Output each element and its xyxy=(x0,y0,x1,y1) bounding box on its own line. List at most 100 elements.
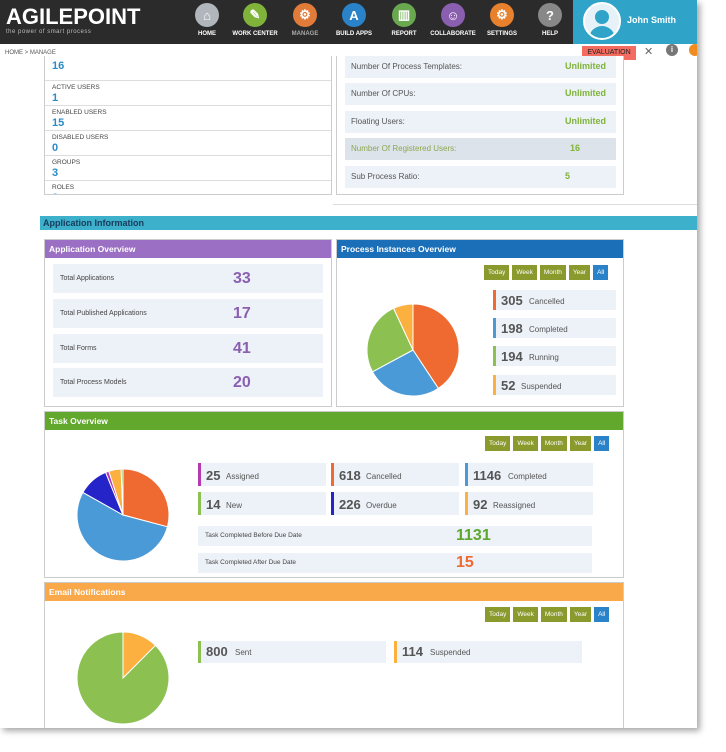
avatar[interactable] xyxy=(583,2,621,40)
legend-item[interactable]: 114 Suspended xyxy=(394,641,582,663)
stat-row-groups[interactable]: GROUPS 3 xyxy=(45,156,331,181)
legend-item[interactable]: 618 Cancelled xyxy=(331,463,459,486)
stat-label: DISABLED USERS xyxy=(52,134,109,141)
nav-label: BUILD APPS xyxy=(335,31,373,37)
email-notifications-panel: Email Notifications Today Week Month Yea… xyxy=(44,582,624,728)
filter-all-button[interactable]: All xyxy=(593,265,609,280)
legend-color-bar xyxy=(493,346,496,366)
overview-value: 17 xyxy=(233,305,251,322)
legend-label: Assigned xyxy=(226,472,259,481)
process-instances-panel: Process Instances Overview Today Week Mo… xyxy=(336,239,624,407)
legend-item[interactable]: 198 Completed xyxy=(493,318,616,338)
filter-week-button[interactable]: Week xyxy=(512,265,537,280)
legend-item[interactable]: 14 New xyxy=(198,492,326,515)
pie-slice-running[interactable] xyxy=(366,307,414,373)
license-row: Number Of CPUs: Unlimited xyxy=(345,83,616,105)
license-row: Floating Users: Unlimited xyxy=(345,111,616,133)
notification-icon[interactable] xyxy=(689,44,697,56)
legend-color-bar xyxy=(198,641,201,663)
nav-label: WORK CENTER xyxy=(232,31,278,37)
filter-year-button[interactable]: Year xyxy=(569,436,592,451)
filter-all-button[interactable]: All xyxy=(594,436,610,451)
stat-row-enabled-users[interactable]: ENABLED USERS 15 xyxy=(45,106,331,131)
nav-home[interactable]: ⌂ HOME xyxy=(182,0,232,44)
pie-slice-sent[interactable] xyxy=(76,631,170,725)
filter-week-button[interactable]: Week xyxy=(513,436,538,451)
work-center-icon: ✎ xyxy=(243,3,267,27)
pie-slice-completed[interactable] xyxy=(76,491,169,562)
legend-value: 305 xyxy=(501,293,523,308)
legend-item[interactable]: 226 Overdue xyxy=(331,492,459,515)
legend-label: Cancelled xyxy=(529,297,565,306)
pie-slice-new[interactable] xyxy=(120,468,124,516)
nav-help[interactable]: ? HELP xyxy=(525,0,575,44)
nav-settings[interactable]: ⚙ SETTINGS xyxy=(477,0,527,44)
user-menu[interactable]: John Smith xyxy=(573,0,697,44)
legend-color-bar xyxy=(331,463,334,486)
legend-item[interactable]: 800 Sent xyxy=(198,641,386,663)
filter-year-button[interactable]: Year xyxy=(568,265,591,280)
legend-label: Reassigned xyxy=(493,501,536,510)
pie-slice-suspended[interactable] xyxy=(392,303,414,351)
due-date-label: Task Completed Before Due Date xyxy=(205,532,302,539)
legend-item[interactable]: 1146 Completed xyxy=(465,463,593,486)
stat-value: 0 xyxy=(52,142,59,154)
pie-slice-completed[interactable] xyxy=(371,349,440,397)
stat-value: 6 xyxy=(52,192,58,194)
stat-row-active-users[interactable]: ACTIVE USERS 1 xyxy=(45,81,331,106)
task-overview-panel: Task Overview Today Week Month Year All … xyxy=(44,411,624,578)
pie-slice-cancelled[interactable] xyxy=(122,468,170,528)
filter-today-button[interactable]: Today xyxy=(485,436,511,451)
stat-value: 15 xyxy=(52,117,65,129)
overview-row[interactable]: Total Process Models 20 xyxy=(53,368,323,397)
legend-value: 25 xyxy=(206,468,221,483)
overview-row[interactable]: Total Applications 33 xyxy=(53,264,323,293)
legend-item[interactable]: 25 Assigned xyxy=(198,463,326,486)
nav-collaborate[interactable]: ☺ COLLABORATE xyxy=(428,0,478,44)
filter-month-button[interactable]: Month xyxy=(539,265,566,280)
overview-row[interactable]: Total Published Applications 17 xyxy=(53,299,323,328)
legend-item[interactable]: 305 Cancelled xyxy=(493,290,616,310)
top-navigation-bar: AGILEPOINT the power of smart process ⌂ H… xyxy=(0,0,697,44)
filter-today-button[interactable]: Today xyxy=(484,265,510,280)
filter-today-button[interactable]: Today xyxy=(485,607,511,622)
due-date-row[interactable]: Task Completed Before Due Date 1131 xyxy=(198,526,592,546)
filter-week-button[interactable]: Week xyxy=(513,607,538,622)
legend-label: New xyxy=(226,501,243,510)
agilepoint-logo[interactable]: AGILEPOINT the power of smart process xyxy=(6,4,140,35)
application-information-header: Application Information xyxy=(40,216,697,230)
fullscreen-icon[interactable]: ✕ xyxy=(644,46,654,58)
overview-value: 41 xyxy=(233,340,251,357)
filter-month-button[interactable]: Month xyxy=(540,436,567,451)
filter-month-button[interactable]: Month xyxy=(540,607,567,622)
license-value: Unlimited xyxy=(565,61,607,71)
settings-icon: ⚙ xyxy=(490,3,514,27)
nav-work-center[interactable]: ✎ WORK CENTER xyxy=(230,0,280,44)
filter-year-button[interactable]: Year xyxy=(569,607,592,622)
nav-label: HOME xyxy=(198,31,216,37)
due-date-value: 15 xyxy=(456,554,474,571)
nav-manage[interactable]: ⚙ MANAGE xyxy=(280,0,330,44)
overview-label: Total Applications xyxy=(60,275,115,282)
license-value: Unlimited xyxy=(565,116,607,126)
overview-row[interactable]: Total Forms 41 xyxy=(53,334,323,363)
due-date-value: 1131 xyxy=(456,527,491,544)
nav-report[interactable]: ▥ REPORT xyxy=(379,0,429,44)
legend-value: 226 xyxy=(339,497,361,512)
legend-item[interactable]: 92 Reassigned xyxy=(465,492,593,515)
legend-label: Cancelled xyxy=(366,472,402,481)
legend-item[interactable]: 52 Suspended xyxy=(493,375,616,395)
stat-row-roles[interactable]: ROLES 6 xyxy=(45,181,331,194)
legend-color-bar xyxy=(493,375,496,395)
due-date-row[interactable]: Task Completed After Due Date 15 xyxy=(198,553,592,573)
stat-row-disabled-users[interactable]: DISABLED USERS 0 xyxy=(45,131,331,156)
legend-label: Suspended xyxy=(521,382,562,391)
license-label: Floating Users: xyxy=(351,117,405,126)
nav-build-apps[interactable]: A BUILD APPS xyxy=(329,0,379,44)
breadcrumb[interactable]: HOME > MANAGE xyxy=(5,50,56,56)
legend-item[interactable]: 194 Running xyxy=(493,346,616,366)
info-icon[interactable]: i xyxy=(666,44,678,56)
filter-all-button[interactable]: All xyxy=(594,607,610,622)
legend-color-bar xyxy=(394,641,397,663)
license-value: 5 xyxy=(565,171,571,181)
